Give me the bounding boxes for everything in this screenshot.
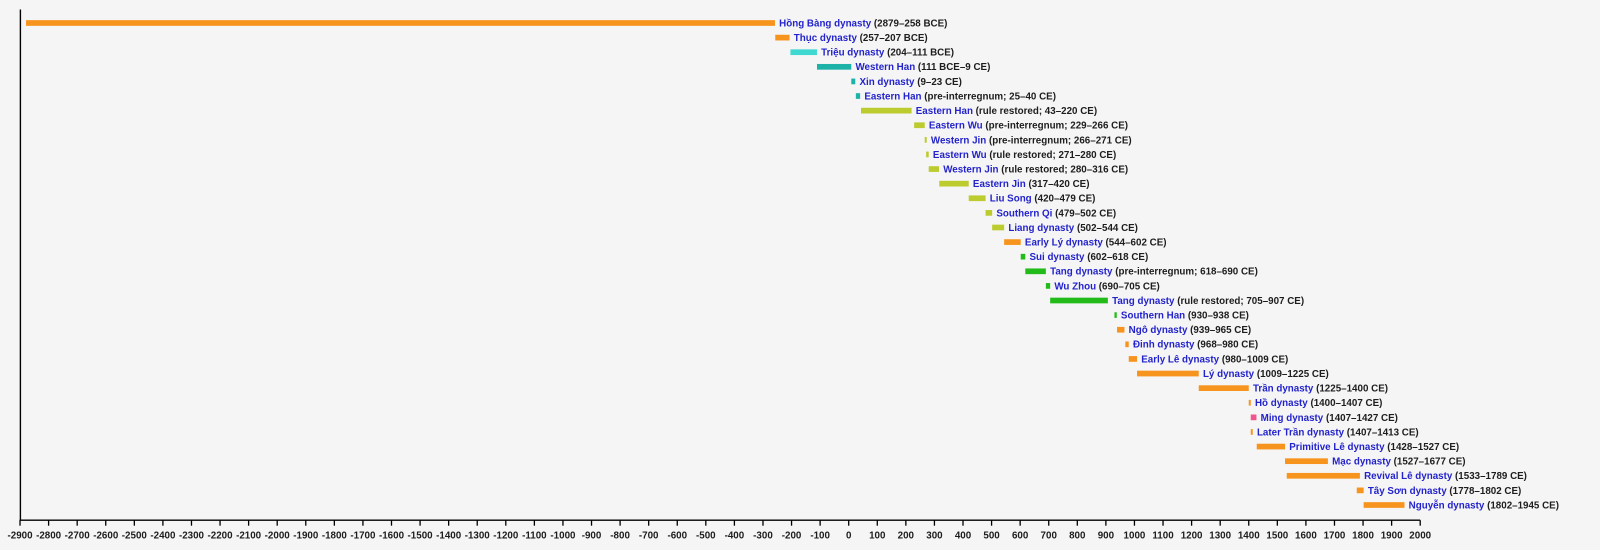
svg-text:-2100: -2100 — [236, 531, 262, 542]
svg-text:400: 400 — [955, 531, 972, 542]
svg-text:Southern Qi (479–502 CE): Southern Qi (479–502 CE) — [996, 208, 1116, 219]
svg-text:Trần dynasty (1225–1400 CE): Trần dynasty (1225–1400 CE) — [1253, 384, 1388, 395]
svg-text:-2400: -2400 — [150, 531, 176, 542]
svg-text:1600: 1600 — [1295, 531, 1317, 542]
svg-text:Early Lý dynasty (544–602 CE): Early Lý dynasty (544–602 CE) — [1025, 237, 1167, 248]
svg-text:-1500: -1500 — [408, 531, 434, 542]
svg-text:Tang dynasty (pre-interregnum;: Tang dynasty (pre-interregnum; 618–690 C… — [1050, 267, 1258, 278]
svg-text:-1800: -1800 — [322, 531, 348, 542]
svg-text:-400: -400 — [725, 531, 745, 542]
svg-text:Eastern Han (pre-interregnum;: Eastern Han (pre-interregnum; 25–40 CE) — [864, 91, 1056, 102]
svg-text:Liang dynasty (502–544 CE): Liang dynasty (502–544 CE) — [1008, 223, 1138, 234]
svg-text:2000: 2000 — [1409, 531, 1431, 542]
svg-text:Xin dynasty (9–23 CE): Xin dynasty (9–23 CE) — [859, 77, 961, 88]
svg-text:-1600: -1600 — [379, 531, 405, 542]
svg-text:-2900: -2900 — [7, 531, 33, 542]
svg-text:1400: 1400 — [1238, 531, 1260, 542]
svg-text:Tây Sơn dynasty (1778–1802 CE): Tây Sơn dynasty (1778–1802 CE) — [1368, 486, 1521, 497]
svg-text:Primitive Lê dynasty (1428–152: Primitive Lê dynasty (1428–1527 CE) — [1289, 442, 1459, 453]
svg-text:Liu Song (420–479 CE): Liu Song (420–479 CE) — [990, 194, 1096, 205]
svg-text:-2300: -2300 — [179, 531, 205, 542]
svg-text:-2700: -2700 — [65, 531, 91, 542]
svg-text:Thục dynasty (257–207 BCE): Thục dynasty (257–207 BCE) — [794, 33, 928, 44]
svg-text:-500: -500 — [696, 531, 716, 542]
svg-text:Western Jin (rule restored; 28: Western Jin (rule restored; 280–316 CE) — [943, 164, 1128, 175]
svg-text:-1700: -1700 — [350, 531, 376, 542]
svg-text:Sui dynasty (602–618 CE): Sui dynasty (602–618 CE) — [1029, 252, 1148, 263]
svg-text:-700: -700 — [639, 531, 659, 542]
svg-text:1100: 1100 — [1152, 531, 1174, 542]
svg-text:-2600: -2600 — [93, 531, 119, 542]
svg-text:-1200: -1200 — [493, 531, 519, 542]
svg-text:1500: 1500 — [1266, 531, 1288, 542]
svg-text:-2800: -2800 — [36, 531, 62, 542]
svg-text:-1400: -1400 — [436, 531, 462, 542]
svg-text:Wu Zhou (690–705 CE): Wu Zhou (690–705 CE) — [1054, 281, 1159, 292]
svg-text:-900: -900 — [582, 531, 602, 542]
svg-text:100: 100 — [869, 531, 886, 542]
svg-text:500: 500 — [983, 531, 1000, 542]
svg-text:Nguyễn dynasty (1802–1945 CE): Nguyễn dynasty (1802–1945 CE) — [1409, 500, 1559, 511]
svg-text:-600: -600 — [667, 531, 687, 542]
svg-text:Southern Han (930–938 CE): Southern Han (930–938 CE) — [1121, 311, 1249, 322]
svg-text:1200: 1200 — [1181, 531, 1203, 542]
svg-text:Hồ dynasty (1400–1407 CE): Hồ dynasty (1400–1407 CE) — [1255, 398, 1382, 409]
svg-text:1700: 1700 — [1324, 531, 1346, 542]
svg-text:900: 900 — [1098, 531, 1115, 542]
svg-text:Revival Lê dynasty (1533–1789: Revival Lê dynasty (1533–1789 CE) — [1364, 471, 1527, 482]
svg-text:Mạc dynasty (1527–1677 CE): Mạc dynasty (1527–1677 CE) — [1332, 457, 1465, 468]
svg-text:Eastern Wu (pre-interregnum; 2: Eastern Wu (pre-interregnum; 229–266 CE) — [929, 121, 1128, 132]
svg-text:Early Lê dynasty (980–1009 CE): Early Lê dynasty (980–1009 CE) — [1141, 354, 1288, 365]
svg-text:Eastern Jin (317–420 CE): Eastern Jin (317–420 CE) — [973, 179, 1090, 190]
svg-text:-2200: -2200 — [208, 531, 234, 542]
svg-text:-1000: -1000 — [550, 531, 576, 542]
svg-text:Ngô dynasty (939–965 CE): Ngô dynasty (939–965 CE) — [1129, 325, 1252, 336]
svg-text:Lý dynasty (1009–1225 CE): Lý dynasty (1009–1225 CE) — [1203, 369, 1329, 380]
svg-text:1300: 1300 — [1209, 531, 1231, 542]
svg-text:600: 600 — [1012, 531, 1029, 542]
svg-text:-1300: -1300 — [465, 531, 491, 542]
svg-text:800: 800 — [1069, 531, 1086, 542]
svg-text:-1900: -1900 — [293, 531, 319, 542]
svg-text:Triệu dynasty (204–111 BCE): Triệu dynasty (204–111 BCE) — [821, 48, 954, 59]
svg-text:1900: 1900 — [1381, 531, 1403, 542]
svg-text:Hồng Bàng dynasty (2879–258 BC: Hồng Bàng dynasty (2879–258 BCE) — [779, 18, 947, 29]
svg-text:0: 0 — [846, 531, 852, 542]
svg-text:Eastern Wu (rule restored; 271: Eastern Wu (rule restored; 271–280 CE) — [933, 150, 1116, 161]
svg-text:300: 300 — [926, 531, 943, 542]
svg-text:1800: 1800 — [1352, 531, 1374, 542]
svg-text:Đinh dynasty (968–980 CE): Đinh dynasty (968–980 CE) — [1133, 340, 1258, 351]
svg-text:-300: -300 — [753, 531, 773, 542]
svg-text:-200: -200 — [782, 531, 802, 542]
svg-text:-2500: -2500 — [122, 531, 148, 542]
svg-text:Tang dynasty (rule restored; 7: Tang dynasty (rule restored; 705–907 CE) — [1112, 296, 1304, 307]
svg-text:Western Jin (pre-interregnum;: Western Jin (pre-interregnum; 266–271 CE… — [931, 135, 1132, 146]
svg-text:200: 200 — [898, 531, 915, 542]
svg-text:-1100: -1100 — [522, 531, 547, 542]
svg-text:700: 700 — [1041, 531, 1058, 542]
svg-text:Ming dynasty (1407–1427 CE): Ming dynasty (1407–1427 CE) — [1261, 413, 1398, 424]
svg-text:-2000: -2000 — [265, 531, 291, 542]
svg-text:Later Trần dynasty (1407–1413: Later Trần dynasty (1407–1413 CE) — [1257, 427, 1419, 438]
svg-text:1000: 1000 — [1124, 531, 1146, 542]
svg-text:Eastern Han (rule restored; 43: Eastern Han (rule restored; 43–220 CE) — [916, 106, 1097, 117]
svg-text:-100: -100 — [810, 531, 830, 542]
svg-text:-800: -800 — [610, 531, 630, 542]
svg-text:Western Han (111 BCE–9 CE): Western Han (111 BCE–9 CE) — [855, 62, 990, 73]
